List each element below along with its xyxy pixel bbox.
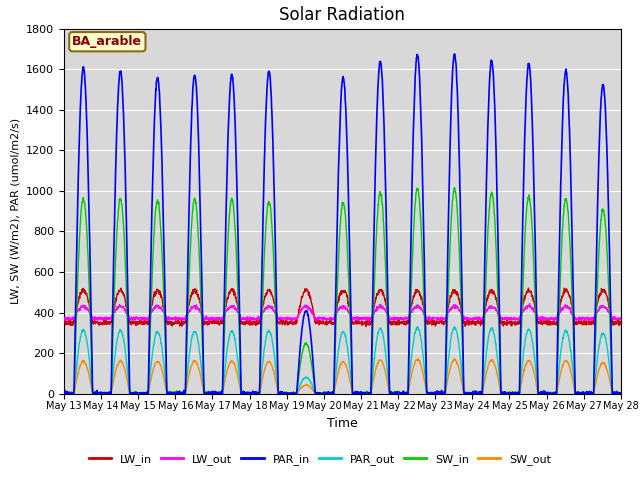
Title: Solar Radiation: Solar Radiation xyxy=(280,6,405,24)
Text: BA_arable: BA_arable xyxy=(72,35,142,48)
Legend: LW_in, LW_out, PAR_in, PAR_out, SW_in, SW_out: LW_in, LW_out, PAR_in, PAR_out, SW_in, S… xyxy=(84,450,556,469)
X-axis label: Time: Time xyxy=(327,417,358,430)
Y-axis label: LW, SW (W/m2), PAR (umol/m2/s): LW, SW (W/m2), PAR (umol/m2/s) xyxy=(11,118,20,304)
